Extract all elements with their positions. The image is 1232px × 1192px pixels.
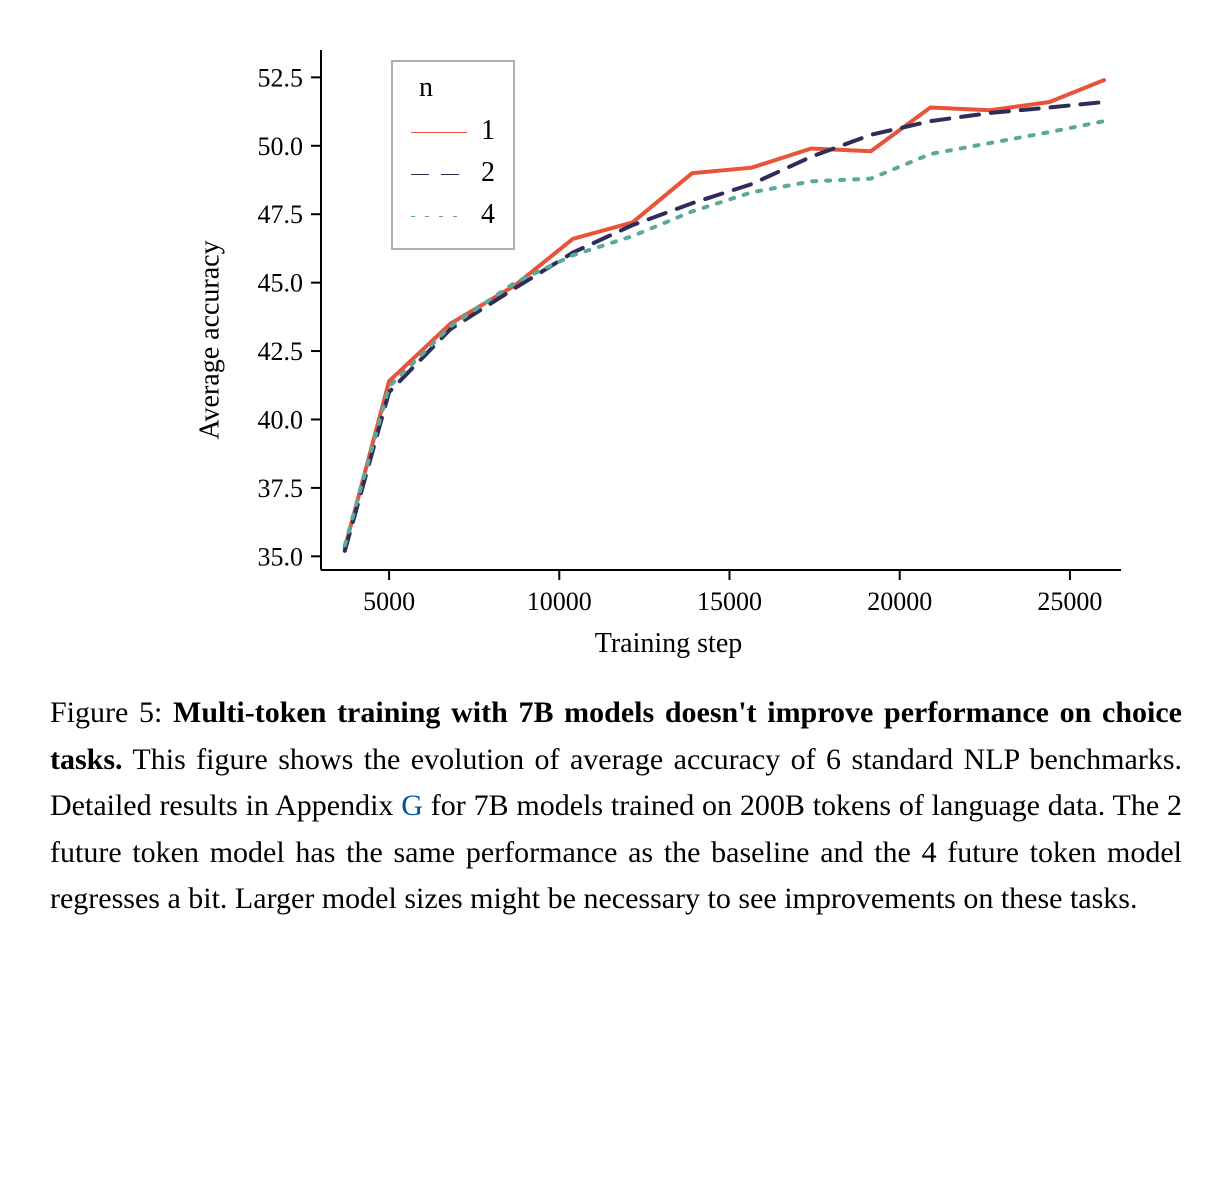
caption-prefix: Figure 5: xyxy=(50,696,173,729)
svg-text:37.5: 37.5 xyxy=(258,474,304,503)
svg-text:15000: 15000 xyxy=(697,587,762,616)
legend-item-4: 4 xyxy=(411,194,495,236)
svg-text:25000: 25000 xyxy=(1037,587,1102,616)
legend-title: n xyxy=(419,72,495,104)
svg-text:42.5: 42.5 xyxy=(258,337,304,366)
chart-svg: 35.0 37.5 40.0 42.5 45.0 47.5 50.0 52.5 5000 1000… xyxy=(91,20,1141,660)
svg-text:52.5: 52.5 xyxy=(258,63,304,92)
figure-container: 35.0 37.5 40.0 42.5 45.0 47.5 50.0 52.5 5000 1000… xyxy=(40,20,1192,923)
legend-item-2: 2 xyxy=(411,152,495,194)
legend-swatch xyxy=(411,129,467,133)
x-axis-label: Training step xyxy=(595,628,743,660)
legend-label: 1 xyxy=(481,115,495,147)
svg-text:47.5: 47.5 xyxy=(258,200,304,229)
svg-text:35.0: 35.0 xyxy=(258,542,304,571)
legend-label: 4 xyxy=(481,199,495,231)
chart-area: 35.0 37.5 40.0 42.5 45.0 47.5 50.0 52.5 5000 1000… xyxy=(91,20,1141,660)
legend: n 1 2 4 xyxy=(391,60,515,250)
svg-text:20000: 20000 xyxy=(867,587,932,616)
legend-swatch xyxy=(411,213,467,217)
y-axis-label: Average accuracy xyxy=(195,240,227,439)
svg-text:50.0: 50.0 xyxy=(258,132,304,161)
svg-text:40.0: 40.0 xyxy=(258,405,304,434)
legend-label: 2 xyxy=(481,157,495,189)
svg-text:5000: 5000 xyxy=(363,587,415,616)
figure-caption: Figure 5: Multi-token training with 7B m… xyxy=(40,690,1192,923)
appendix-link: G xyxy=(401,789,423,822)
legend-swatch xyxy=(411,171,467,175)
svg-text:10000: 10000 xyxy=(527,587,592,616)
svg-text:45.0: 45.0 xyxy=(258,269,304,298)
legend-item-1: 1 xyxy=(411,110,495,152)
